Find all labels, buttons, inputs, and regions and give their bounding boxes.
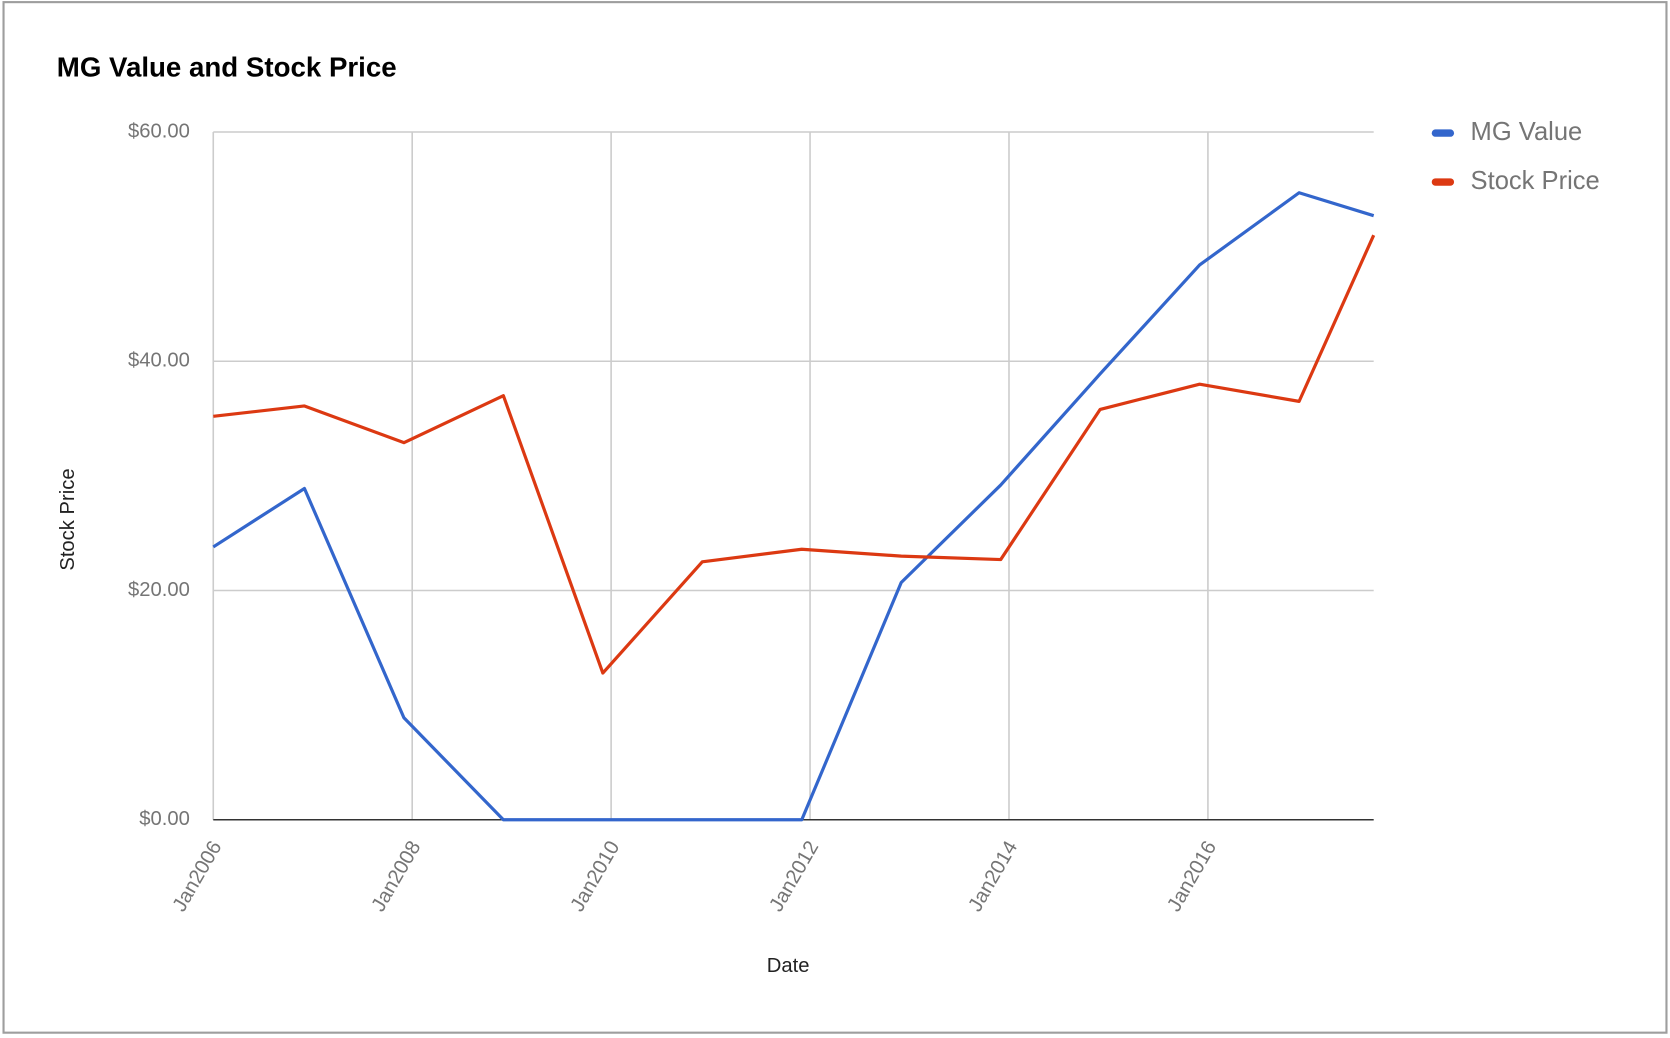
legend-label: MG Value bbox=[1471, 118, 1583, 146]
y-tick-label: $60.00 bbox=[128, 120, 190, 142]
y-tick-label: $20.00 bbox=[128, 579, 190, 601]
data-line bbox=[213, 234, 1376, 675]
legend-label: Stock Price bbox=[1471, 167, 1600, 195]
y-tick-label: $0.00 bbox=[139, 808, 190, 830]
y-axis-title: Stock Price bbox=[57, 468, 79, 570]
y-tick-label: $40.00 bbox=[128, 350, 190, 372]
data-line bbox=[212, 191, 1375, 822]
x-axis-title: Date bbox=[767, 955, 810, 977]
chart-title: MG Value and Stock Price bbox=[57, 52, 397, 83]
